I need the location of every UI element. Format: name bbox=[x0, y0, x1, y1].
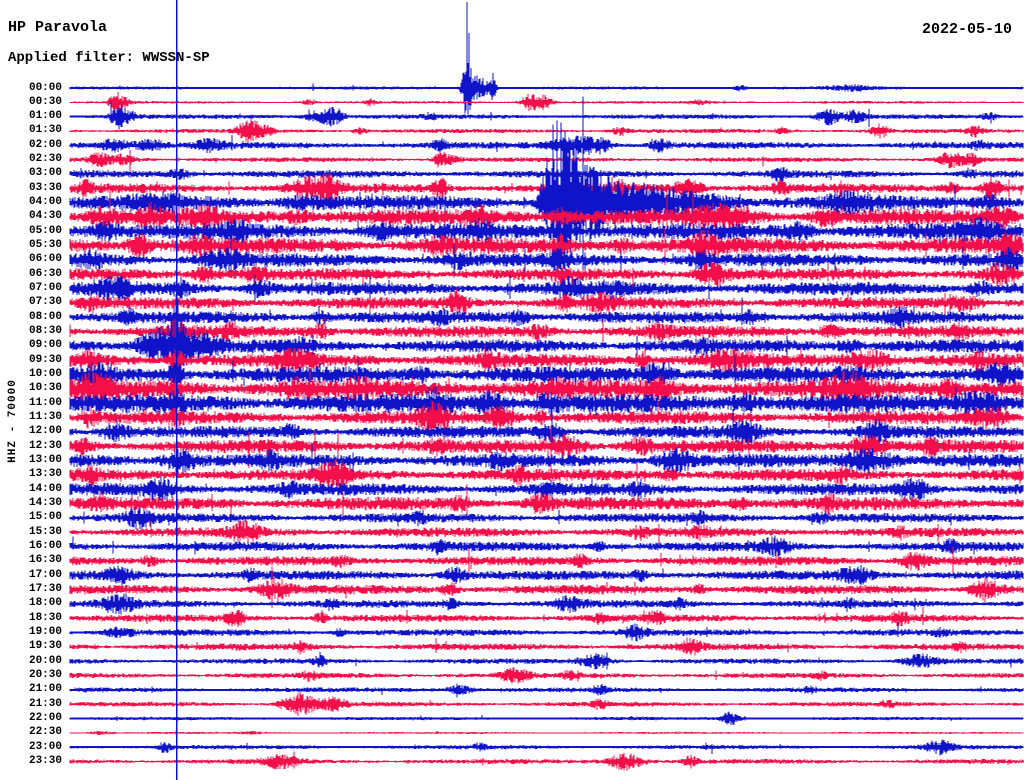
time-label-22:30: 22:30 bbox=[28, 726, 62, 739]
trace-18:00 bbox=[69, 593, 1024, 615]
time-label-02:30: 02:30 bbox=[28, 153, 62, 166]
trace-00:30 bbox=[69, 91, 1024, 114]
time-label-00:30: 00:30 bbox=[28, 95, 62, 108]
time-label-19:00: 19:00 bbox=[28, 626, 62, 639]
time-label-07:30: 07:30 bbox=[28, 296, 62, 309]
time-label-11:30: 11:30 bbox=[28, 411, 62, 424]
time-label-02:00: 02:00 bbox=[28, 138, 62, 151]
trace-22:00 bbox=[69, 711, 1024, 726]
time-label-14:30: 14:30 bbox=[28, 497, 62, 510]
time-label-23:00: 23:00 bbox=[28, 740, 62, 753]
time-label-17:30: 17:30 bbox=[28, 583, 62, 596]
trace-20:30 bbox=[69, 667, 1024, 684]
time-label-16:30: 16:30 bbox=[28, 554, 62, 567]
station-title: HP Paravola bbox=[8, 19, 108, 36]
trace-19:00 bbox=[69, 622, 1024, 642]
time-label-13:00: 13:00 bbox=[28, 454, 62, 467]
time-label-08:00: 08:00 bbox=[28, 310, 62, 323]
time-label-10:30: 10:30 bbox=[28, 382, 62, 395]
time-label-06:00: 06:00 bbox=[28, 253, 62, 266]
trace-23:00 bbox=[69, 739, 1024, 756]
time-label-09:00: 09:00 bbox=[28, 339, 62, 352]
trace-16:30 bbox=[69, 546, 1024, 575]
time-label-15:00: 15:00 bbox=[28, 511, 62, 524]
time-label-05:30: 05:30 bbox=[28, 239, 62, 252]
time-label-12:00: 12:00 bbox=[28, 425, 62, 438]
time-label-06:30: 06:30 bbox=[28, 267, 62, 280]
trace-22:30 bbox=[69, 730, 1024, 735]
trace-18:30 bbox=[69, 607, 1024, 628]
time-label-21:00: 21:00 bbox=[28, 683, 62, 696]
trace-23:30 bbox=[69, 751, 1024, 771]
trace-15:30 bbox=[69, 518, 1024, 544]
time-label-18:30: 18:30 bbox=[28, 611, 62, 624]
time-label-16:00: 16:00 bbox=[28, 540, 62, 553]
time-label-04:30: 04:30 bbox=[28, 210, 62, 223]
filter-label: Applied filter: WWSSN-SP bbox=[8, 50, 210, 66]
date-label: 2022-05-10 bbox=[921, 21, 1012, 38]
time-label-07:00: 07:00 bbox=[28, 282, 62, 295]
trace-21:30 bbox=[69, 692, 1024, 716]
time-label-01:00: 01:00 bbox=[28, 110, 62, 123]
time-label-05:00: 05:00 bbox=[28, 224, 62, 237]
time-label-01:30: 01:30 bbox=[28, 124, 62, 137]
trace-17:00 bbox=[69, 565, 1024, 586]
trace-20:00 bbox=[69, 651, 1024, 670]
time-label-20:00: 20:00 bbox=[28, 654, 62, 667]
trace-01:30 bbox=[69, 118, 1024, 144]
time-label-19:30: 19:30 bbox=[28, 640, 62, 653]
time-label-23:30: 23:30 bbox=[28, 755, 62, 767]
time-label-10:00: 10:00 bbox=[28, 368, 62, 381]
time-label-00:00: 00:00 bbox=[28, 81, 62, 94]
time-label-04:00: 04:00 bbox=[28, 196, 62, 209]
time-label-11:00: 11:00 bbox=[28, 396, 62, 409]
trace-16:00 bbox=[69, 535, 1024, 558]
time-label-08:30: 08:30 bbox=[28, 325, 62, 338]
time-label-13:30: 13:30 bbox=[28, 468, 62, 481]
time-label-09:30: 09:30 bbox=[28, 353, 62, 366]
time-label-03:00: 03:00 bbox=[28, 167, 62, 180]
time-label-20:30: 20:30 bbox=[28, 669, 62, 682]
trace-19:30 bbox=[69, 637, 1024, 656]
time-label-12:30: 12:30 bbox=[28, 439, 62, 452]
time-label-17:00: 17:00 bbox=[28, 568, 62, 581]
time-label-14:00: 14:00 bbox=[28, 482, 62, 495]
time-label-03:30: 03:30 bbox=[28, 181, 62, 194]
time-label-18:00: 18:00 bbox=[28, 597, 62, 610]
time-label-21:30: 21:30 bbox=[28, 697, 62, 710]
time-label-15:30: 15:30 bbox=[28, 525, 62, 538]
time-label-22:00: 22:00 bbox=[28, 712, 62, 725]
